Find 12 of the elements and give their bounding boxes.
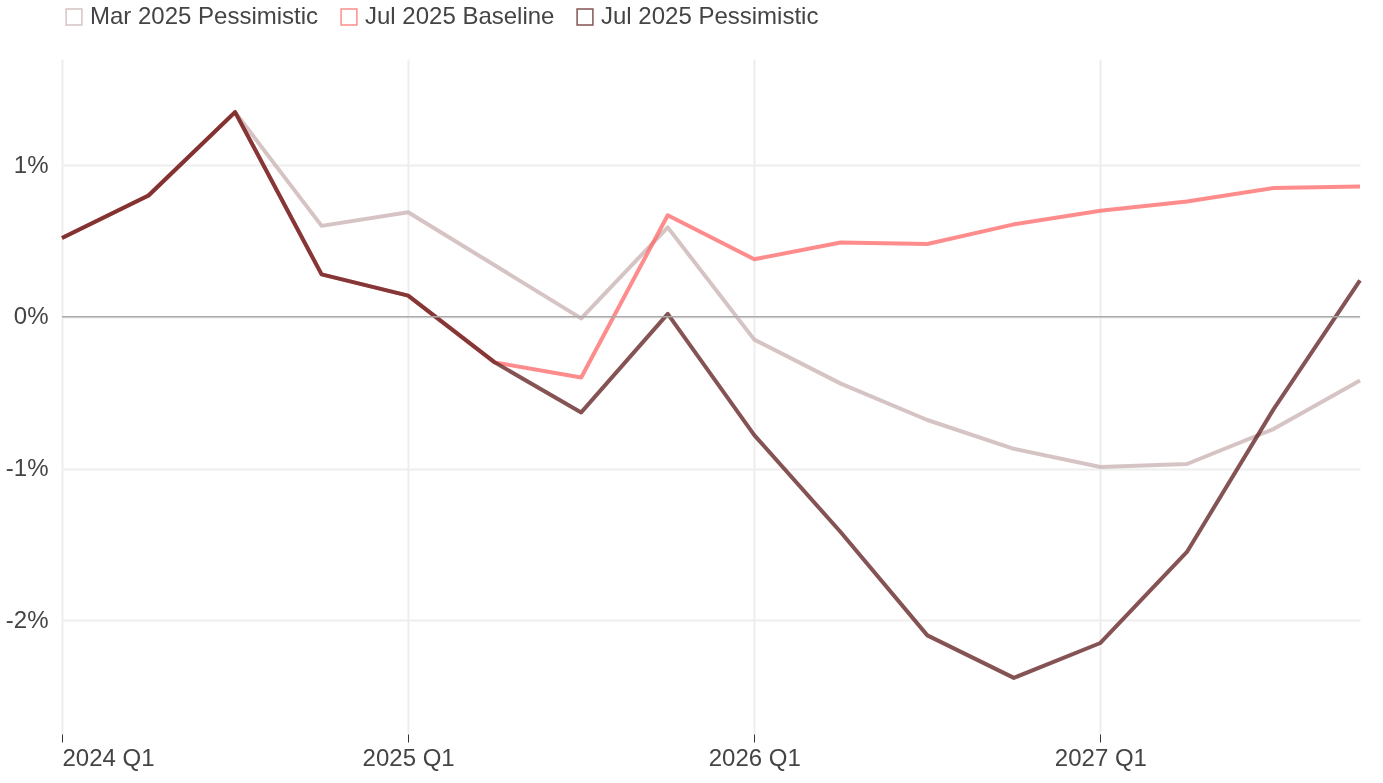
- x-tick-label: 2024 Q1: [62, 743, 155, 771]
- legend-label: Mar 2025 Pessimistic: [90, 2, 319, 29]
- legend-label: Jul 2025 Pessimistic: [601, 2, 819, 29]
- y-tick-label: -2%: [5, 605, 49, 633]
- x-tick-label: 2027 Q1: [1054, 743, 1147, 771]
- line-series: [60, 110, 1362, 680]
- y-tick-label: 0%: [13, 302, 49, 330]
- y-tick-label: 1%: [13, 150, 49, 178]
- x-tick-label: 2026 Q1: [708, 743, 801, 771]
- x-tick-label: 2025 Q1: [362, 743, 455, 771]
- legend-label: Jul 2025 Baseline: [365, 2, 555, 29]
- y-tick-label: -1%: [5, 454, 49, 482]
